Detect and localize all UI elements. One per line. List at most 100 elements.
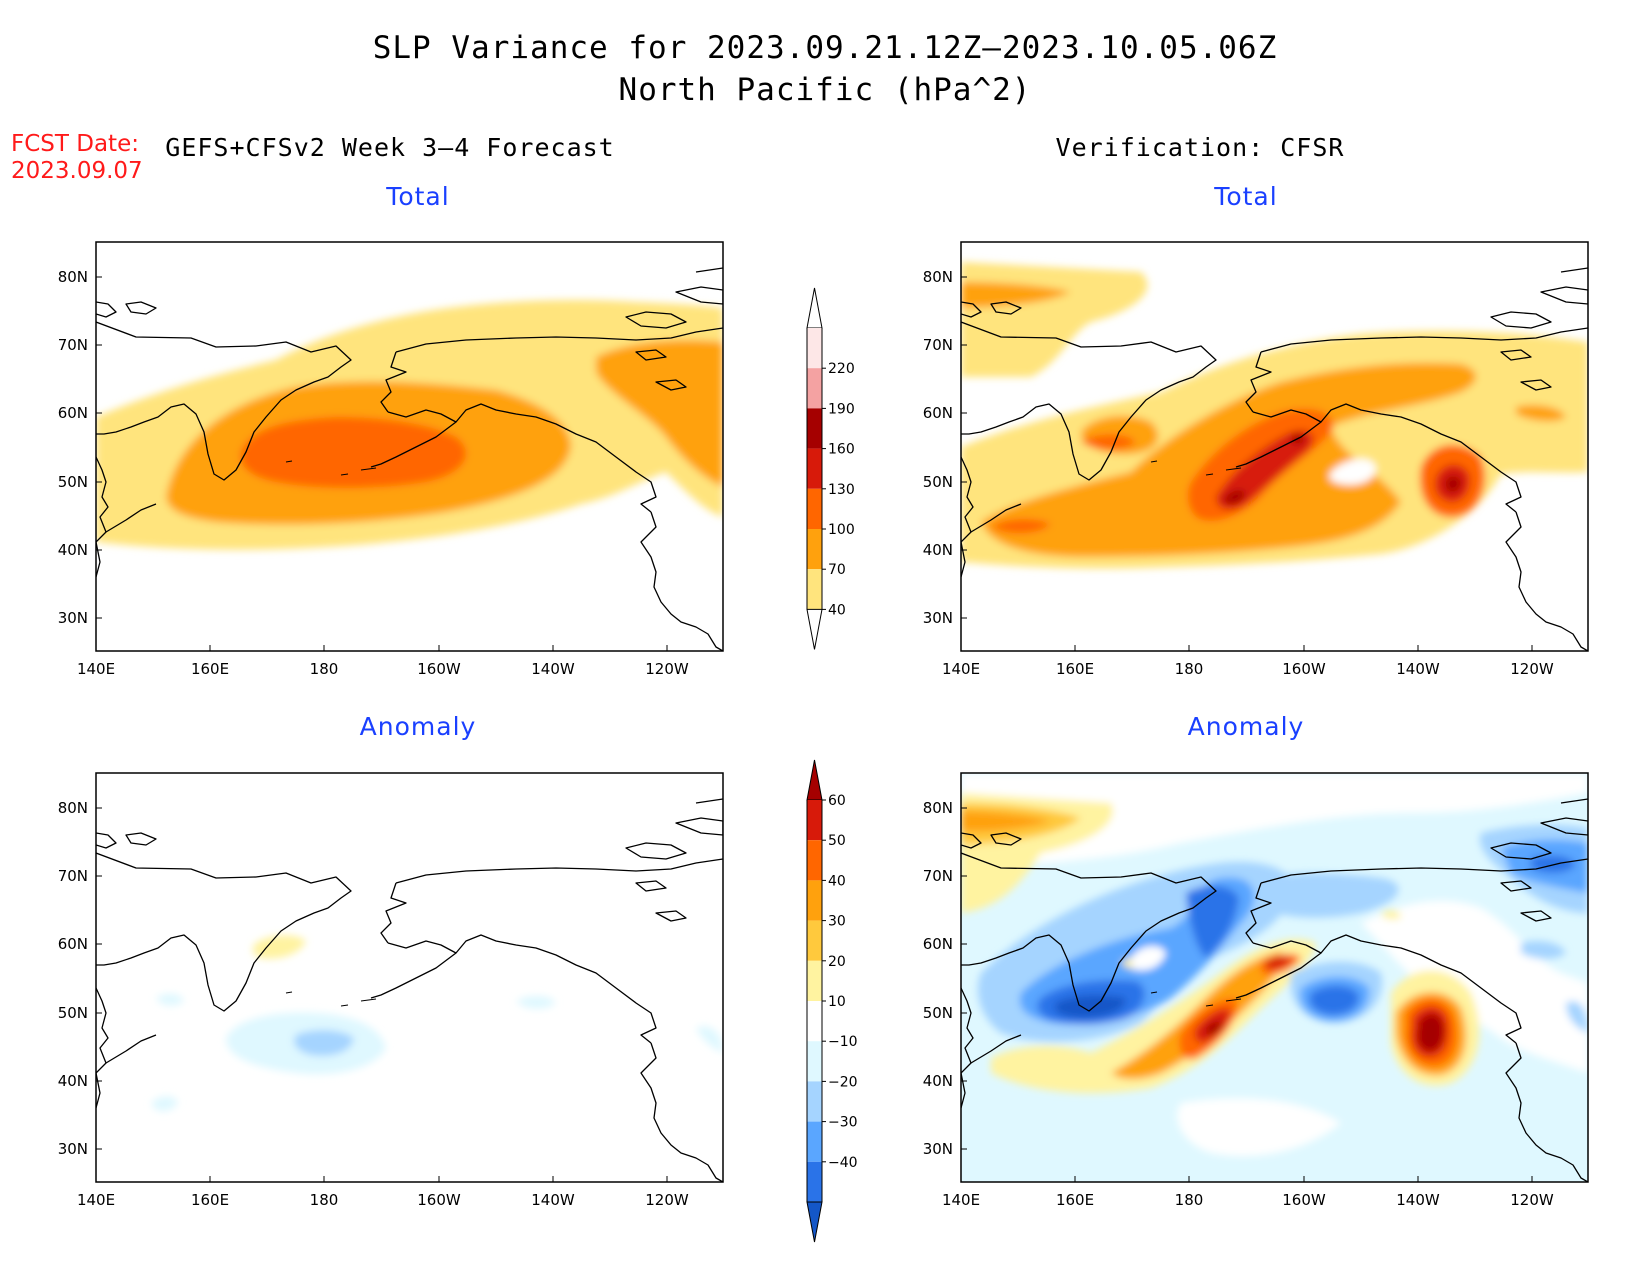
lat-tick-label: 70N — [923, 867, 953, 885]
lat-tick-label: 40N — [58, 1072, 88, 1090]
lat-tick-label: 70N — [58, 867, 88, 885]
lat-tick-label: 30N — [923, 1140, 953, 1158]
colorbar-anomaly-label: 10 — [828, 994, 846, 1010]
frame-top-right — [960, 241, 1589, 652]
colorbar-anomaly-label: −30 — [828, 1115, 858, 1131]
colorbar-anomaly-swatch — [807, 880, 822, 921]
lat-tick-label: 70N — [58, 336, 88, 354]
lat-tick-label: 80N — [58, 268, 88, 286]
lon-tick-label: 160W — [1282, 660, 1326, 678]
lon-tick-label: 140W — [531, 660, 575, 678]
colorbar-total-swatch — [807, 408, 822, 449]
lon-tick-label: 160E — [1056, 1191, 1094, 1209]
lat-tick-label: 50N — [923, 1004, 953, 1022]
colorbar-anomaly-swatch — [807, 1041, 822, 1082]
lat-tick-label: 70N — [923, 336, 953, 354]
panel-title-top-right: Total — [1214, 182, 1278, 211]
colorbar-total-swatch — [807, 488, 822, 529]
colorbar-anomaly-swatch — [807, 960, 822, 1001]
chart-title-line1: SLP Variance for 2023.09.21.12Z–2023.10.… — [372, 30, 1278, 66]
lon-tick-label: 160E — [191, 660, 229, 678]
lon-tick-label: 160W — [417, 1191, 461, 1209]
lon-tick-label: 160E — [1056, 660, 1094, 678]
lon-tick-label: 120W — [1510, 1191, 1554, 1209]
colorbar-total-label: 130 — [828, 482, 855, 498]
lon-tick-label: 160W — [1282, 1191, 1326, 1209]
lon-tick-label: 180 — [310, 660, 339, 678]
colorbar-anomaly-bottom-cap — [806, 1201, 823, 1243]
lat-tick-label: 30N — [58, 1140, 88, 1158]
lat-tick-label: 30N — [58, 609, 88, 627]
panel-title-bottom-right: Anomaly — [1187, 712, 1305, 741]
colorbar-total-label: 70 — [828, 562, 846, 578]
map-forecast-anomaly — [151, 935, 723, 1112]
lon-tick-label: 120W — [645, 1191, 689, 1209]
chart-title-line2: North Pacific (hPa^2) — [618, 72, 1032, 108]
lat-tick-label: 40N — [923, 1072, 953, 1090]
colorbar-anomaly-label: −20 — [828, 1074, 858, 1090]
colorbar-anomaly-label: 50 — [828, 833, 846, 849]
lon-tick-label: 140E — [77, 660, 115, 678]
colorbar-total-swatch — [807, 368, 822, 409]
lon-tick-label: 180 — [310, 1191, 339, 1209]
frame-bottom-right — [960, 772, 1589, 1183]
lat-tick-label: 50N — [58, 1004, 88, 1022]
lat-tick-label: 40N — [923, 541, 953, 559]
colorbar-total-label: 190 — [828, 401, 855, 417]
lon-tick-label: 140E — [77, 1191, 115, 1209]
lat-tick-label: 50N — [923, 473, 953, 491]
colorbar-anomaly-top-cap — [806, 759, 823, 801]
fcst-date-label: FCST Date: — [11, 131, 139, 157]
left-subtitle: GEFS+CFSv2 Week 3–4 Forecast — [165, 133, 615, 162]
lat-tick-label: 30N — [923, 609, 953, 627]
lon-tick-label: 140E — [942, 660, 980, 678]
coastline-bottom-left — [96, 798, 723, 1182]
colorbar-anomaly-label: −40 — [828, 1155, 858, 1171]
colorbar-anomaly-label: 40 — [828, 873, 846, 889]
panel-title-bottom-left: Anomaly — [359, 712, 477, 741]
frame-top-left — [95, 241, 724, 652]
colorbar-total: 220 190 160 130 100 70 40 — [806, 287, 855, 650]
colorbar-total-label: 220 — [828, 361, 855, 377]
lon-tick-label: 140W — [1396, 660, 1440, 678]
fcst-date-value: 2023.09.07 — [11, 158, 143, 184]
lat-tick-label: 50N — [58, 473, 88, 491]
lon-tick-label: 180 — [1175, 1191, 1204, 1209]
lat-tick-label: 80N — [923, 268, 953, 286]
lat-tick-label: 80N — [58, 799, 88, 817]
colorbar-anomaly-swatch — [807, 1001, 822, 1042]
colorbar-total-label: 160 — [828, 442, 855, 458]
panel-title-top-left: Total — [386, 182, 450, 211]
colorbar-anomaly-swatch — [807, 840, 822, 881]
colorbar-anomaly-swatch — [807, 1161, 822, 1202]
colorbar-anomaly-swatch — [807, 800, 822, 841]
colorbar-total-top-cap — [806, 287, 823, 329]
lon-tick-label: 140W — [531, 1191, 575, 1209]
lon-tick-label: 120W — [645, 660, 689, 678]
lat-tick-label: 60N — [923, 404, 953, 422]
lon-tick-label: 120W — [1510, 660, 1554, 678]
colorbar-anomaly-label: 20 — [828, 954, 846, 970]
map-verification-anomaly — [961, 773, 1588, 1182]
lon-tick-label: 160E — [191, 1191, 229, 1209]
lat-tick-label: 80N — [923, 799, 953, 817]
colorbar-total-label: 100 — [828, 522, 855, 538]
lat-tick-label: 60N — [923, 935, 953, 953]
colorbar-anomaly-swatch — [807, 1081, 822, 1122]
colorbar-total-label: 40 — [828, 602, 846, 618]
lat-tick-label: 40N — [58, 541, 88, 559]
colorbar-anomaly-swatch — [807, 920, 822, 961]
frame-bottom-left — [95, 772, 724, 1183]
axis-labels: 140E 160E 180 160W 140W 120W 80N 70N 60N 50N 40N 30… — [58, 268, 1554, 1209]
colorbar-total-bottom-cap — [806, 608, 823, 650]
colorbar-total-swatch — [807, 448, 822, 489]
colorbar-anomaly-label: 60 — [828, 793, 846, 809]
lat-tick-label: 60N — [58, 404, 88, 422]
lon-tick-label: 180 — [1175, 660, 1204, 678]
right-subtitle: Verification: CFSR — [1055, 133, 1345, 162]
colorbar-total-swatch — [807, 569, 822, 610]
colorbar-anomaly-label: 30 — [828, 914, 846, 930]
colorbar-anomaly-swatch — [807, 1121, 822, 1162]
map-forecast-total — [96, 299, 723, 550]
